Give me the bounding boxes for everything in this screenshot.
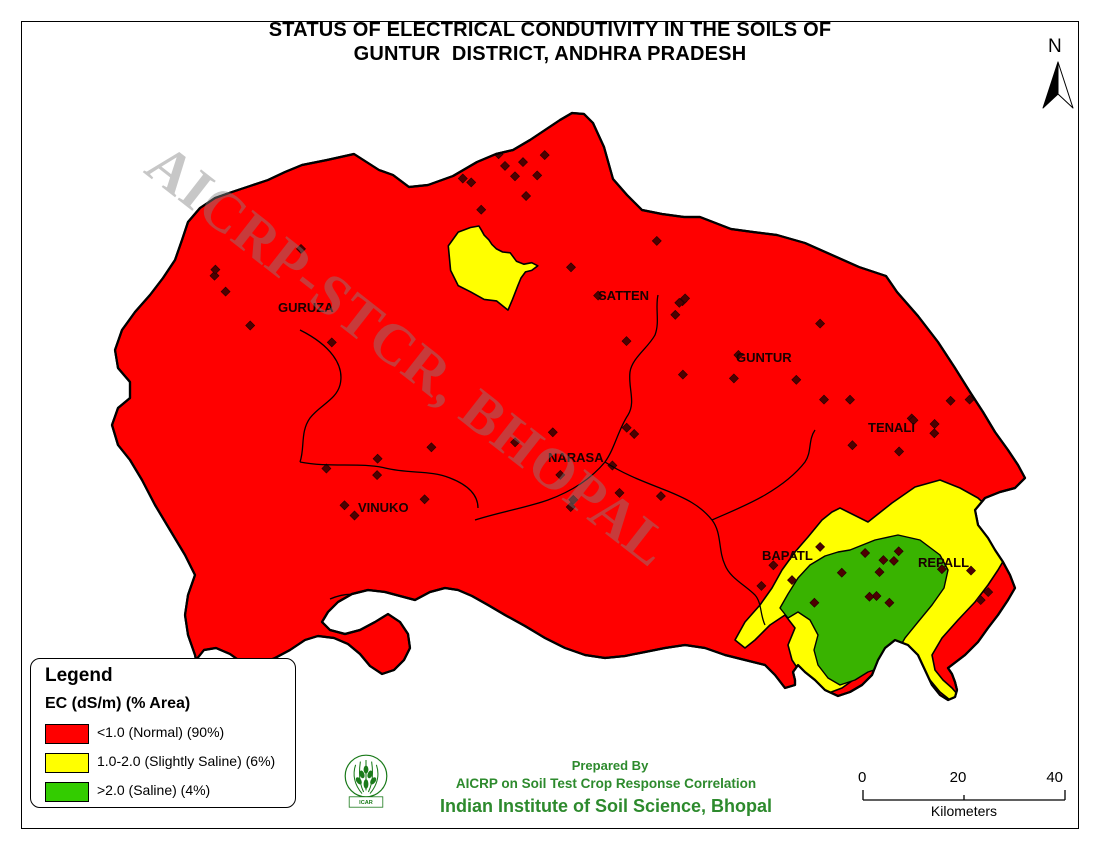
svg-text:20: 20 <box>950 769 967 786</box>
svg-text:40: 40 <box>1046 769 1063 786</box>
svg-text:Kilometers: Kilometers <box>931 803 997 819</box>
svg-text:ICAR: ICAR <box>359 800 373 806</box>
svg-text:0: 0 <box>858 769 866 786</box>
svg-text:N: N <box>1048 36 1062 57</box>
